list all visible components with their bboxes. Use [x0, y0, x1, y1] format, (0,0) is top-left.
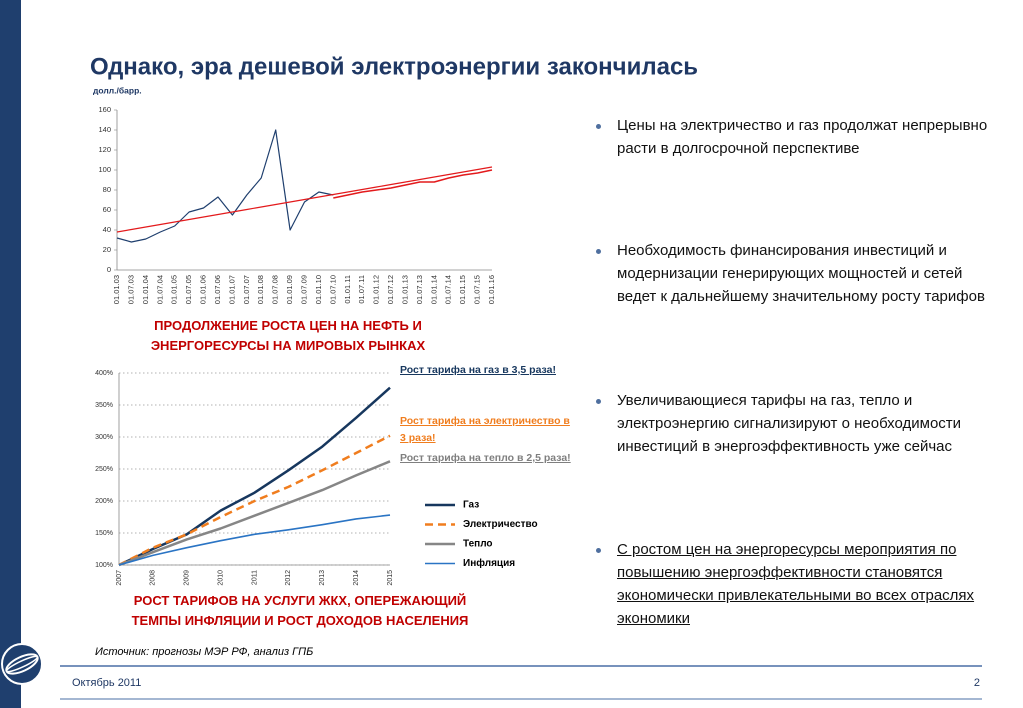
y-tick-label: 300%	[95, 434, 113, 441]
x-tick-label: 01.01.07	[227, 275, 236, 304]
series-line	[118, 460, 391, 567]
logo	[1, 643, 43, 685]
series-line	[118, 514, 391, 566]
y-tick-label: 60	[103, 205, 111, 214]
x-tick-label: 2015	[387, 570, 394, 586]
bullet-text: Цены на электричество и газ продолжат не…	[617, 117, 988, 157]
x-tick-label: 2009	[184, 570, 191, 586]
bullet-dot	[596, 548, 601, 553]
x-tick-label: 01.01.03	[112, 275, 121, 304]
legend-label: Тепло	[463, 539, 493, 550]
y-tick-label: 120	[98, 145, 111, 154]
page-number: 2	[974, 677, 980, 689]
series-line	[118, 434, 391, 567]
x-tick-label: 01.01.04	[141, 275, 150, 304]
bullet-text: Необходимость финансирования инвестиций …	[617, 242, 985, 305]
x-tick-label: 01.07.11	[357, 275, 366, 304]
y-tick-label: 20	[103, 245, 111, 254]
x-tick-label: 01.01.05	[170, 275, 179, 304]
x-tick-label: 01.07.04	[155, 275, 164, 304]
annotation: Рост тарифа на газ в 3,5 раза!	[400, 364, 556, 376]
x-tick-label: 01.07.03	[126, 275, 135, 304]
x-tick-label: 2008	[150, 570, 157, 586]
y-tick-label: 40	[103, 225, 111, 234]
x-tick-label: 2011	[251, 570, 258, 585]
x-tick-label: 01.01.15	[458, 275, 467, 304]
series-line	[116, 129, 334, 243]
legend-label: Газ	[463, 500, 479, 511]
x-tick-label: 2013	[319, 570, 326, 586]
x-tick-label: 01.07.09	[299, 275, 308, 304]
series-line	[118, 386, 391, 567]
chart-caption: ПРОДОЛЖЕНИЕ РОСТА ЦЕН НА НЕФТЬ И ЭНЕРГОР…	[150, 318, 426, 353]
y-tick-label: 150%	[95, 530, 113, 537]
footer-date: Октябрь 2011	[72, 677, 141, 689]
y-tick-label: 0	[107, 265, 111, 274]
x-tick-label: 01.07.05	[184, 275, 193, 304]
x-tick-label: 01.01.06	[199, 275, 208, 304]
side-bar	[0, 0, 21, 708]
x-tick-label: 01.01.10	[314, 275, 323, 304]
x-tick-label: 01.07.14	[444, 275, 453, 304]
x-tick-label: 01.07.12	[386, 275, 395, 304]
y-tick-label: 100	[98, 165, 111, 174]
x-tick-label: 01.07.07	[242, 275, 251, 304]
y-tick-label: 350%	[95, 402, 113, 409]
bullet-text: Увеличивающиеся тарифы на газ, тепло и э…	[617, 392, 962, 455]
bullet-text: С ростом цен на энергоресурсы мероприяти…	[617, 541, 975, 627]
x-tick-label: 2007	[116, 570, 123, 586]
x-tick-label: 01.01.11	[343, 275, 352, 304]
x-tick-label: 01.07.08	[271, 275, 280, 304]
y-tick-label: 100%	[95, 562, 113, 569]
series-line	[333, 169, 493, 199]
y-tick-label: 80	[103, 185, 111, 194]
x-tick-label: 01.01.14	[429, 275, 438, 304]
x-tick-label: 01.07.15	[473, 275, 482, 304]
x-tick-label: 2012	[285, 570, 292, 586]
y-tick-label: 400%	[95, 370, 113, 377]
x-tick-label: 01.01.16	[487, 275, 496, 304]
legend-label: Электричество	[463, 519, 538, 530]
x-tick-label: 01.07.06	[213, 275, 222, 304]
y-tick-label: 200%	[95, 498, 113, 505]
legend-label: Инфляция	[463, 557, 515, 569]
x-tick-label: 01.01.13	[400, 275, 409, 304]
x-tick-label: 01.07.13	[415, 275, 424, 304]
annotation: Рост тарифа на электричество в 3 раза!	[400, 415, 570, 444]
y-tick-label: 140	[98, 125, 111, 134]
x-tick-label: 2010	[217, 570, 224, 586]
x-tick-label: 01.01.12	[372, 275, 381, 304]
source-note: Источник: прогнозы МЭР РФ, анализ ГПБ	[95, 646, 313, 658]
bullet-dot	[596, 124, 601, 129]
bullet-dot	[596, 249, 601, 254]
y-tick-label: 250%	[95, 466, 113, 473]
x-tick-label: 01.01.08	[256, 275, 265, 304]
chart-caption: РОСТ ТАРИФОВ НА УСЛУГИ ЖКХ, ОПЕРЕЖАЮЩИЙ …	[131, 593, 469, 628]
y-tick-label: 160	[98, 105, 111, 114]
bullet-dot	[596, 399, 601, 404]
x-tick-label: 2014	[353, 570, 360, 586]
y-axis-label: долл./барр.	[93, 85, 142, 95]
series-line	[116, 166, 493, 233]
annotation: Рост тарифа на тепло в 2,5 раза!	[400, 452, 571, 464]
x-tick-label: 01.07.10	[328, 275, 337, 304]
x-tick-label: 01.01.09	[285, 275, 294, 304]
slide-title: Однако, эра дешевой электроэнергии закон…	[90, 53, 698, 80]
